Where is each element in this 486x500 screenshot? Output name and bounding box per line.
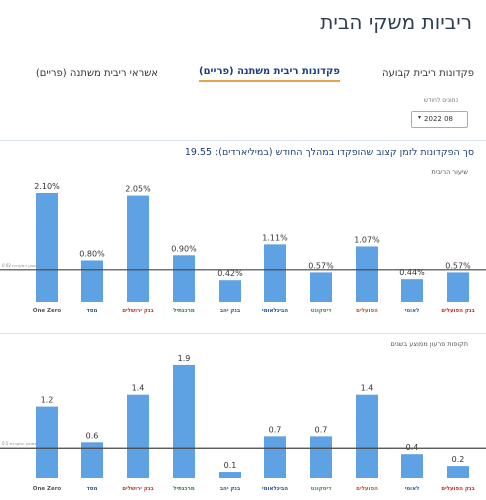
hapoalim-logo: הפועלים <box>356 486 378 492</box>
bar <box>127 394 149 478</box>
onezero-logo: One Zero <box>33 308 62 314</box>
chart-header-title: סך הפקדונות לזמן קצוב שהופקדו במהלך החוד… <box>184 147 474 158</box>
bar-value-label: 0.7 <box>315 425 328 434</box>
mercantile-logo: מרכנתיל <box>173 308 195 314</box>
bar <box>447 272 469 302</box>
onezero-logo: One Zero <box>33 486 62 492</box>
bar-value-label: 0.1 <box>224 461 237 470</box>
bar <box>219 472 241 478</box>
leumi-logo: לאומי <box>405 308 420 314</box>
bar-value-label: 0.44% <box>399 268 425 277</box>
yahav-logo: בנק יהב <box>220 308 241 314</box>
hapoalim-logo: הפועלים <box>356 308 378 314</box>
yahav-logo: בנק יהב <box>220 486 241 492</box>
bar-value-label: 0.80% <box>79 249 105 258</box>
bar <box>356 394 378 478</box>
chart1-title: שיעור הריבית <box>431 168 469 176</box>
chevron-down-icon: ▾ <box>418 114 422 121</box>
bar-value-label: 0.42% <box>217 269 243 278</box>
discount-logo: דיסקונט <box>311 308 332 314</box>
jerusalem-logo: בנק ירושלים <box>122 486 154 492</box>
bar <box>447 466 469 478</box>
bar-value-label: 0.90% <box>171 244 197 253</box>
bar-value-label: 2.05% <box>125 185 151 194</box>
bar-value-label: 1.11% <box>262 233 288 242</box>
bar-value-label: 0.57% <box>308 261 334 270</box>
month-select[interactable]: 2022 08 ▾ <box>411 111 468 128</box>
bar-value-label: 0.57% <box>445 261 471 270</box>
leumi-logo: לאומי <box>405 486 420 492</box>
masad-logo: מסד <box>87 308 98 314</box>
bar <box>401 454 423 478</box>
discount-logo: דיסקונט <box>311 486 332 492</box>
bar <box>81 260 103 302</box>
fibi-logo: הבינלאומי <box>262 486 288 492</box>
month-select-value: 2022 08 <box>424 115 453 123</box>
section-divider <box>0 140 486 141</box>
chart2-title: תקופות פרעון ממוצע בשנים <box>390 340 468 348</box>
bar <box>401 279 423 302</box>
bar <box>310 436 332 478</box>
mercantile-logo: מרכנתיל <box>173 486 195 492</box>
bank-logo: בנק הפועלים <box>441 486 475 492</box>
bar <box>36 192 58 302</box>
tab-variable-deposits[interactable]: פקדונות ריבית משתנה (פריים) <box>199 66 340 82</box>
bar <box>173 364 195 478</box>
bar <box>173 255 195 302</box>
bar <box>81 442 103 478</box>
jerusalem-logo: בנק ירושלים <box>122 308 154 314</box>
bank-logo: בנק הפועלים <box>441 308 475 314</box>
bar <box>356 246 378 302</box>
bar-value-label: 1.07% <box>354 235 380 244</box>
month-filter-label: נתונים לחודש <box>423 97 458 104</box>
bar-value-label: 2.10% <box>34 182 60 191</box>
bar-value-label: 0.6 <box>86 431 99 440</box>
masad-logo: מסד <box>87 486 98 492</box>
bar <box>264 436 286 478</box>
bar <box>36 406 58 478</box>
tab-variable-credit[interactable]: אשראי ריבית משתנה (פריים) <box>35 68 158 79</box>
page-title: ריביות משקי הבית <box>320 10 472 34</box>
bar-value-label: 0.7 <box>269 425 282 434</box>
bar-value-label: 1.4 <box>361 384 374 393</box>
average-label: ממוצע המערכת 0.62 <box>2 263 40 268</box>
tab-fixed-deposits[interactable]: פקדונות ריבית קבועה <box>381 68 474 79</box>
bar-value-label: 1.4 <box>132 384 145 393</box>
fibi-logo: הבינלאומי <box>262 308 288 314</box>
bar <box>127 195 149 302</box>
bar-value-label: 1.9 <box>178 354 191 363</box>
chart-divider <box>0 333 486 334</box>
bar <box>310 272 332 302</box>
bar-value-label: 0.2 <box>452 455 465 464</box>
average-label: ממוצע המערכת 0.5 <box>2 441 37 446</box>
bar <box>219 280 241 302</box>
bar-value-label: 1.2 <box>41 396 54 405</box>
bar <box>264 244 286 302</box>
